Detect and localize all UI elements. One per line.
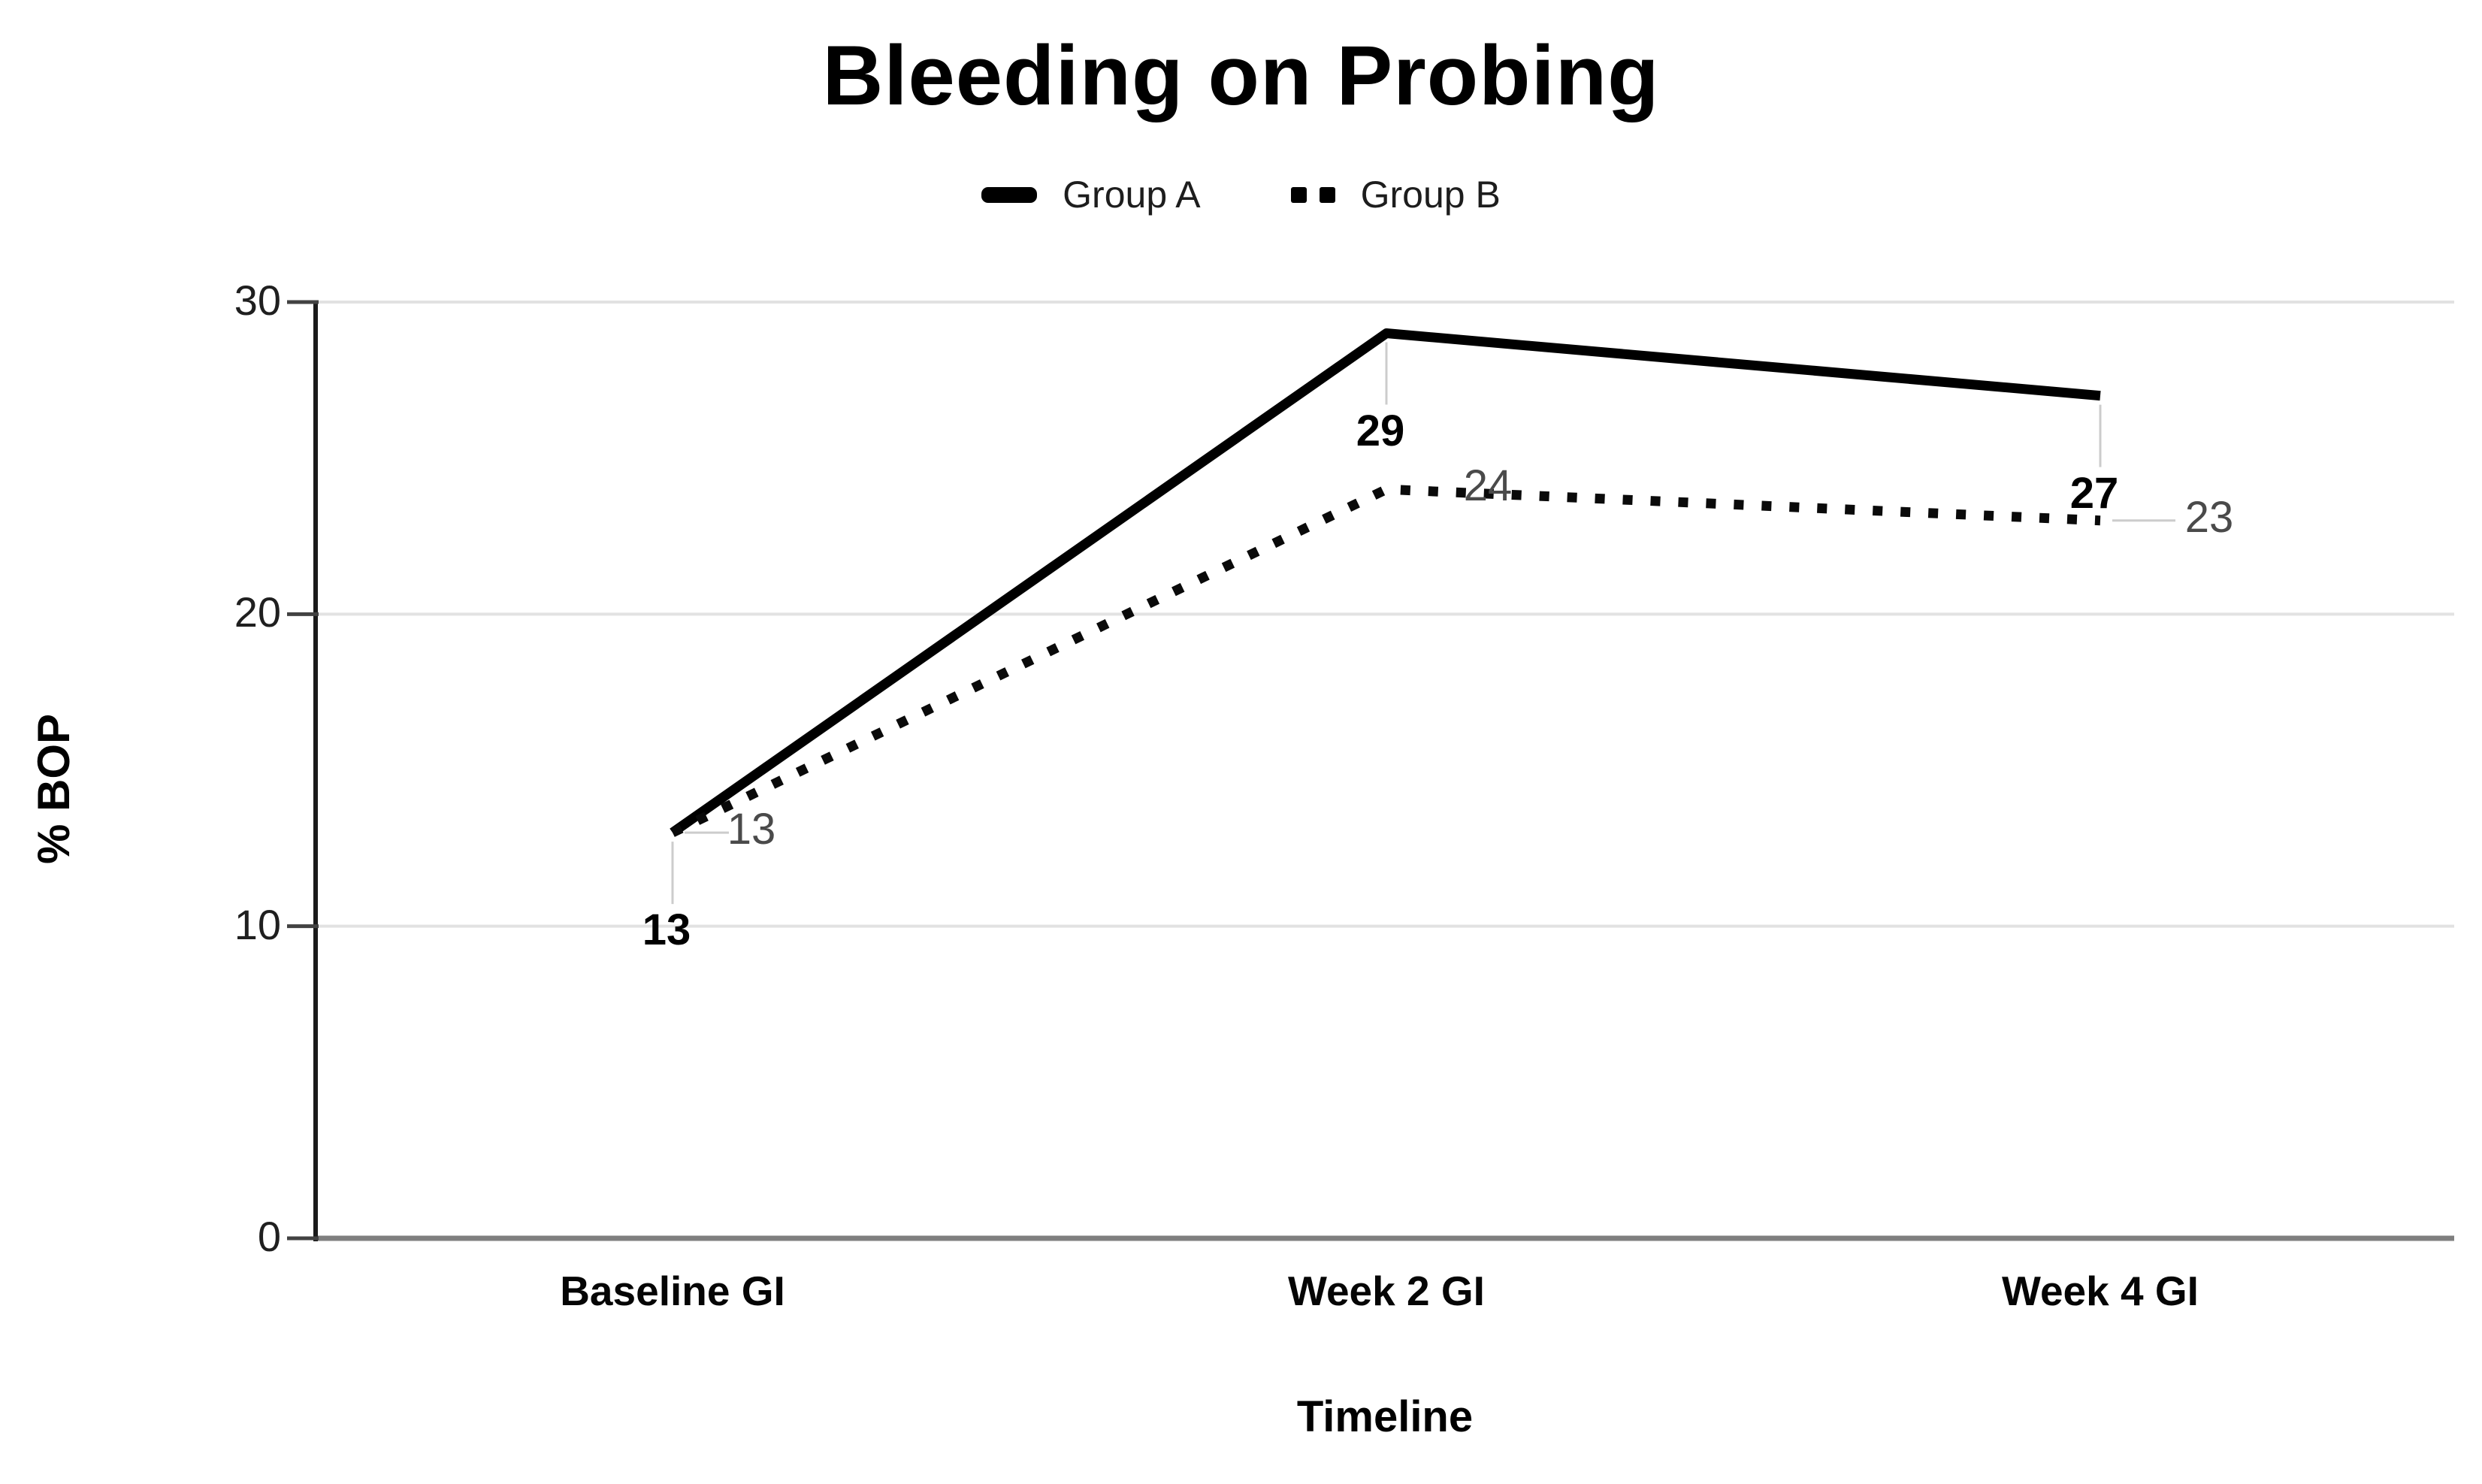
x-category-label: Baseline GI xyxy=(560,1268,785,1314)
legend-item-group-a: Group A xyxy=(981,173,1201,216)
series-group-b-line xyxy=(670,484,2101,837)
x-axis-title: Timeline xyxy=(1296,1392,1474,1441)
y-axis-title: % BOP xyxy=(29,713,79,865)
data-label-group-b: 24 xyxy=(1463,461,1513,511)
dotted-line-swatch-icon xyxy=(1290,186,1335,203)
series-group-a-line xyxy=(670,328,2101,837)
y-tick-label: 20 xyxy=(234,588,281,636)
y-tick-label: 10 xyxy=(234,900,281,948)
x-category-label: Week 4 GI xyxy=(2002,1268,2199,1314)
legend-item-group-b: Group B xyxy=(1290,173,1501,216)
legend-label-group-a: Group A xyxy=(1063,174,1201,216)
data-label-group-a: 29 xyxy=(1356,406,1405,455)
legend-label-group-b: Group B xyxy=(1360,174,1501,216)
data-label-group-a: 27 xyxy=(2069,468,2119,518)
y-tick-label: 0 xyxy=(257,1213,281,1260)
y-tick-label: 30 xyxy=(234,277,281,324)
solid-line-swatch-icon xyxy=(981,186,1038,203)
chart-title: Bleeding on Probing xyxy=(822,29,1660,122)
x-category-label: Week 2 GI xyxy=(1288,1268,1485,1314)
data-label-group-b: 23 xyxy=(2184,492,2234,542)
legend: Group A Group B xyxy=(0,161,2482,228)
data-label-group-b: 13 xyxy=(727,805,776,854)
data-label-group-a: 13 xyxy=(642,905,691,955)
